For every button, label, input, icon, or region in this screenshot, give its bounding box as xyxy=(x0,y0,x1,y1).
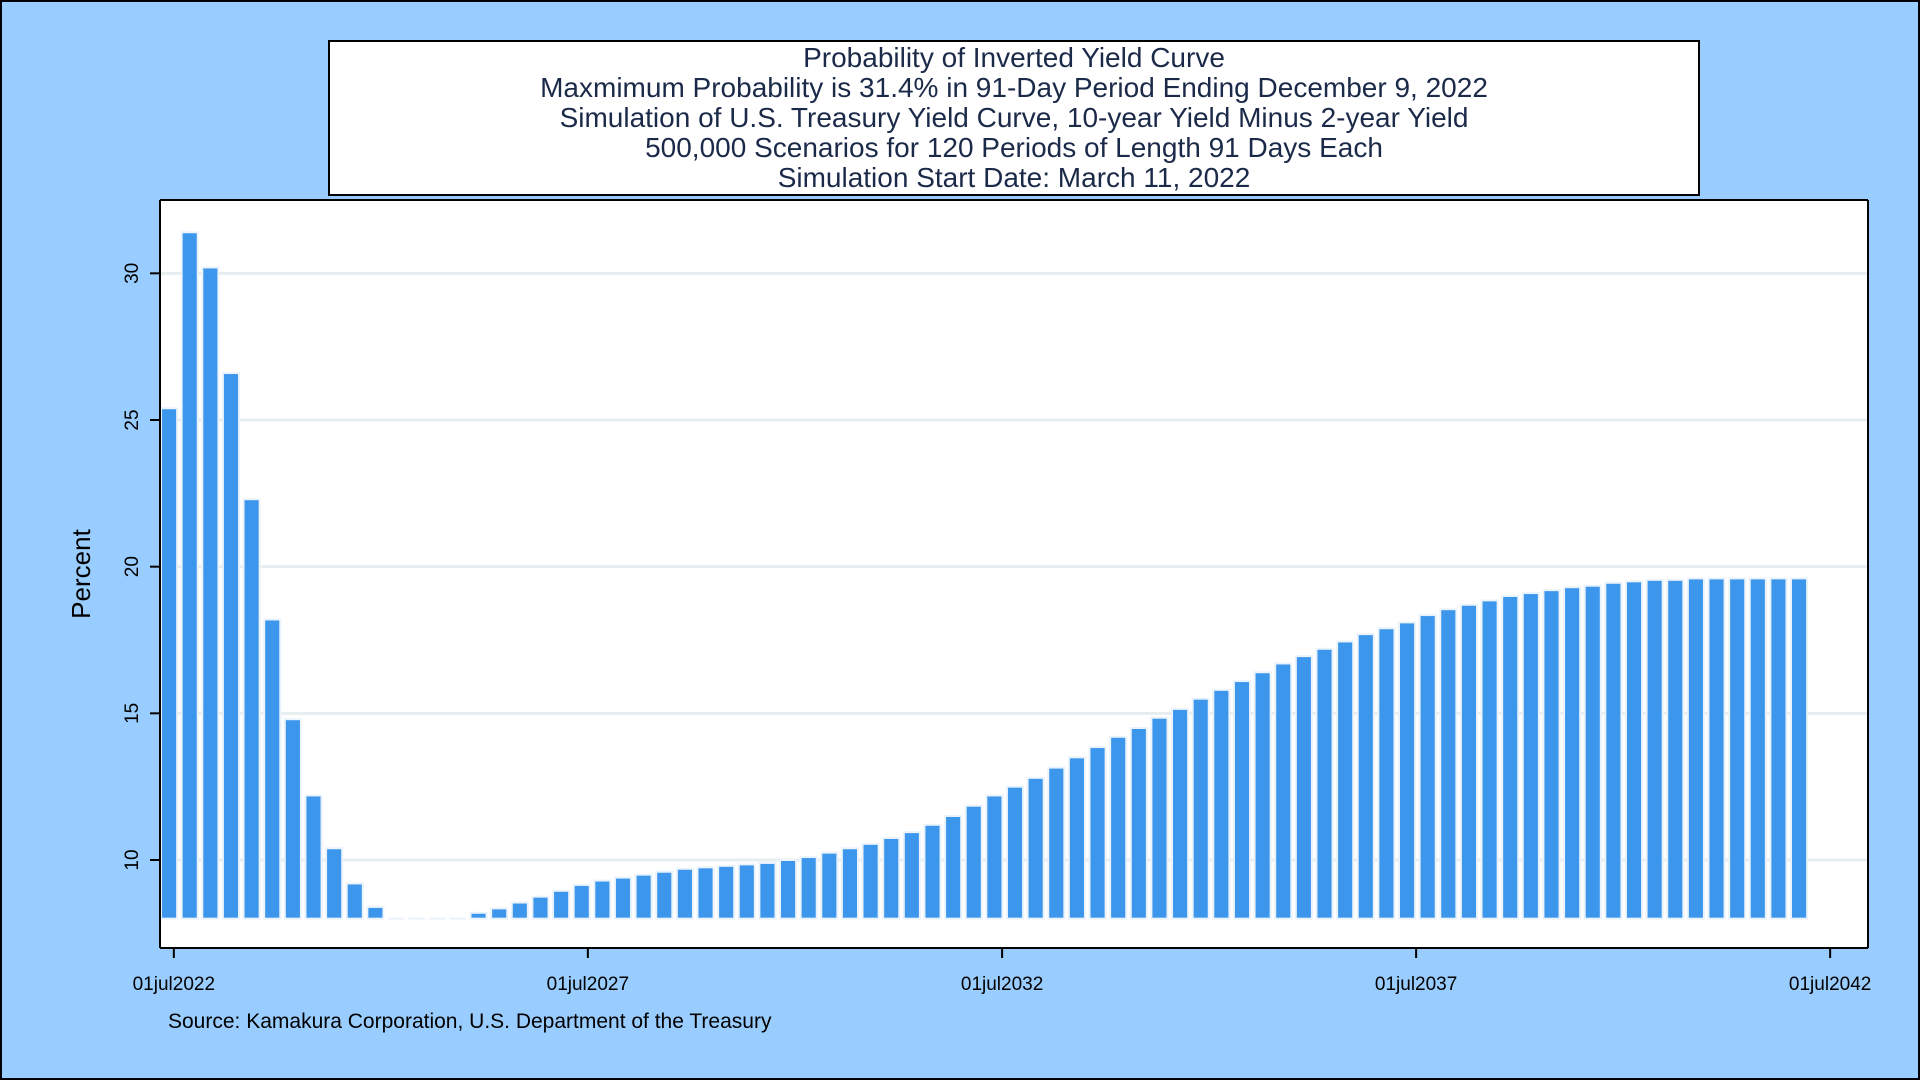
bar xyxy=(1707,577,1726,920)
y-tick-label: 25 xyxy=(122,409,143,430)
bar xyxy=(717,864,736,920)
bar xyxy=(242,498,261,920)
bar xyxy=(1356,633,1375,920)
bar xyxy=(366,905,385,920)
bar xyxy=(902,831,921,920)
bar xyxy=(861,842,880,920)
bar xyxy=(1191,697,1210,920)
title-line-1: Probability of Inverted Yield Curve xyxy=(803,42,1225,73)
bar xyxy=(1666,578,1685,920)
bar xyxy=(1397,621,1417,920)
bar xyxy=(345,882,364,920)
bar xyxy=(799,856,818,920)
bar xyxy=(840,847,860,920)
bar xyxy=(923,823,942,920)
axes: 10 15 20 25 30 01jul2022 01jul2027 01jul2032 01j… xyxy=(122,199,1871,995)
bar xyxy=(779,859,798,920)
bar xyxy=(1624,580,1644,920)
bar xyxy=(1583,584,1602,920)
bar xyxy=(1005,785,1025,920)
bar xyxy=(572,883,591,920)
title-line-2: Maxmimum Probability is 31.4% in 91-Day … xyxy=(540,72,1488,103)
x-tick-label: 01jul2042 xyxy=(1789,974,1871,995)
bar xyxy=(696,866,715,920)
bar xyxy=(944,815,963,920)
x-tick-label: 01jul2037 xyxy=(1375,974,1457,995)
bar xyxy=(201,266,220,920)
bar xyxy=(1150,716,1169,920)
bar xyxy=(510,901,529,920)
bar xyxy=(1769,577,1788,920)
bar xyxy=(675,867,694,920)
bar xyxy=(882,837,901,920)
x-tick-label: 01jul2032 xyxy=(961,974,1043,995)
bar xyxy=(1274,662,1293,920)
title-line-4: 500,000 Scenarios for 120 Periods of Len… xyxy=(645,132,1383,163)
bar xyxy=(613,876,633,920)
bar xyxy=(1212,688,1231,920)
bar xyxy=(1067,756,1086,920)
source-note: Source: Kamakura Corporation, U.S. Depar… xyxy=(168,1010,772,1033)
bar xyxy=(1047,766,1066,920)
bar xyxy=(1253,671,1272,920)
bar xyxy=(1088,746,1107,920)
bar xyxy=(1171,707,1190,920)
bar xyxy=(1728,577,1747,920)
bar xyxy=(1604,581,1623,920)
y-tick-label: 15 xyxy=(122,703,143,724)
y-tick-label: 10 xyxy=(122,849,143,870)
bar xyxy=(1480,599,1499,920)
bar xyxy=(1294,655,1313,920)
bar xyxy=(283,718,302,920)
title-line-5: Simulation Start Date: March 11, 2022 xyxy=(777,162,1251,193)
bar xyxy=(325,847,344,920)
bar xyxy=(552,889,571,920)
bar xyxy=(304,794,323,920)
bar xyxy=(1418,614,1437,920)
y-tick-label: 30 xyxy=(122,263,143,284)
bar xyxy=(221,372,241,920)
bar xyxy=(634,873,653,920)
bar xyxy=(531,895,550,920)
bar xyxy=(160,407,179,920)
bar xyxy=(263,618,282,920)
bar xyxy=(1521,592,1540,920)
bar xyxy=(820,851,839,920)
bar xyxy=(737,863,756,920)
y-tick-label: 20 xyxy=(122,556,143,577)
bar xyxy=(964,804,983,920)
bar xyxy=(469,911,488,920)
bar xyxy=(1109,735,1128,920)
x-tick-label: 01jul2022 xyxy=(133,974,215,995)
bar xyxy=(490,907,509,920)
title-line-3: Simulation of U.S. Treasury Yield Curve,… xyxy=(559,102,1469,133)
bar xyxy=(758,861,777,920)
bar xyxy=(1315,647,1334,920)
bar xyxy=(1129,727,1148,920)
x-tick-label: 01jul2027 xyxy=(547,974,629,995)
chart-title-box: Probability of Inverted Yield Curve Maxm… xyxy=(328,40,1700,196)
bar xyxy=(1336,640,1355,920)
bar xyxy=(1748,577,1767,920)
bar xyxy=(1790,577,1809,920)
bar xyxy=(593,879,612,920)
bar xyxy=(1542,589,1561,920)
bars xyxy=(160,231,1809,920)
bar xyxy=(180,231,199,920)
bar xyxy=(985,794,1004,920)
bar xyxy=(1377,627,1396,920)
bar xyxy=(1232,680,1252,920)
bar xyxy=(655,870,674,920)
bar xyxy=(1645,578,1664,920)
bar xyxy=(1686,577,1705,920)
bar xyxy=(1439,608,1458,920)
bar xyxy=(1026,776,1045,920)
gridlines xyxy=(160,271,1868,862)
bar xyxy=(1459,603,1478,920)
bar xyxy=(1501,595,1520,920)
y-axis-title: Percent xyxy=(66,528,96,618)
bar xyxy=(1563,586,1582,920)
